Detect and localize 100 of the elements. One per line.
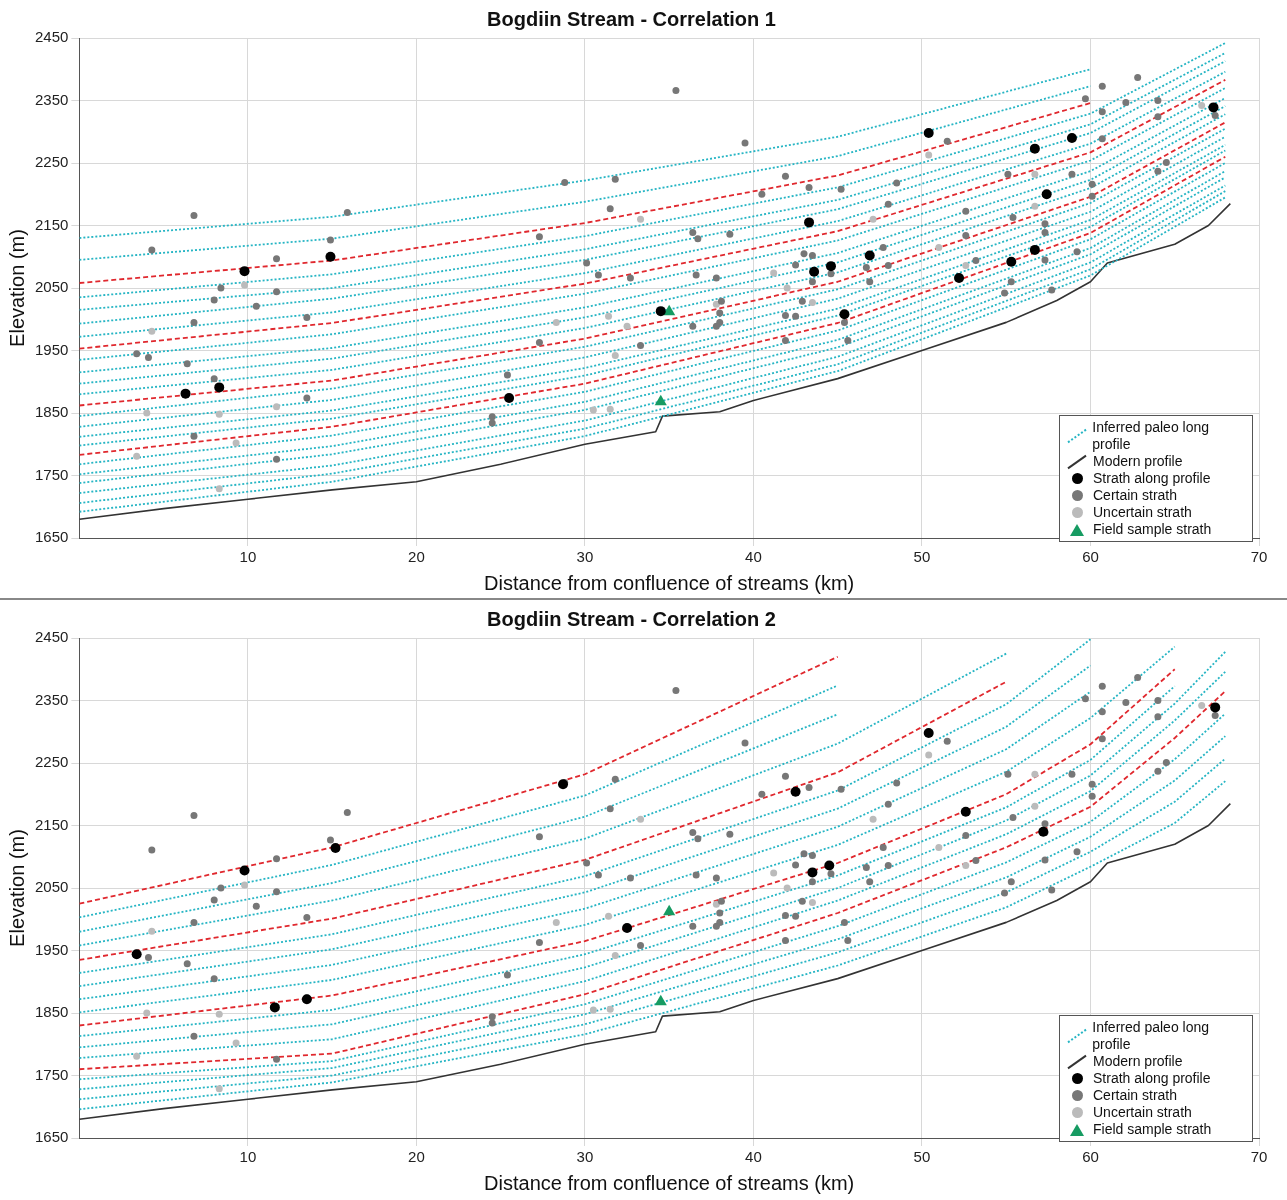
y-tick-label: 2250 <box>34 753 69 771</box>
point <box>214 382 225 393</box>
point <box>180 388 191 399</box>
point <box>1031 770 1039 778</box>
legend-label: Modern profile <box>1093 1053 1183 1070</box>
point <box>864 250 875 261</box>
point <box>808 298 816 306</box>
x-tick-label: 60 <box>1082 548 1099 566</box>
line-series <box>79 684 839 919</box>
point <box>241 281 249 289</box>
point <box>783 284 791 292</box>
point <box>808 898 816 906</box>
point <box>637 215 645 223</box>
legend-label: Uncertain strath <box>1093 1104 1192 1121</box>
y-tick-label: 1850 <box>34 1003 69 1021</box>
point <box>783 884 791 892</box>
point <box>1031 170 1039 178</box>
line-series <box>79 655 839 905</box>
y-tick-label: 2050 <box>34 278 69 296</box>
y-tick-label: 1850 <box>34 403 69 421</box>
x-tick-label: 50 <box>913 548 931 566</box>
y-tick-label: 2250 <box>34 153 69 171</box>
y-tick-label: 1950 <box>34 940 69 958</box>
point <box>558 779 569 790</box>
legend-label: Inferred paleo long profile <box>1092 1019 1211 1053</box>
point <box>606 1005 614 1013</box>
x-tick-label: 40 <box>745 1148 762 1166</box>
point <box>1208 102 1219 113</box>
legend-label: Field sample strath <box>1093 1121 1212 1138</box>
x-tick-label: 40 <box>745 548 762 566</box>
point <box>770 269 778 277</box>
point <box>215 485 223 493</box>
legend-label: Strath along profile <box>1093 1070 1211 1087</box>
point <box>925 151 933 159</box>
y-tick-label: 2350 <box>34 690 69 708</box>
y-tick-label: 1750 <box>34 1065 69 1083</box>
point <box>215 1085 223 1093</box>
y-axis-title: Elevation (m) <box>5 229 28 347</box>
y-tick-label: 1650 <box>34 1128 69 1146</box>
line-series <box>79 85 1092 261</box>
y-tick-label: 2450 <box>34 28 69 46</box>
point <box>935 243 943 251</box>
point <box>1029 244 1040 255</box>
point <box>637 815 645 823</box>
point <box>1198 702 1206 709</box>
x-tick-label: 30 <box>576 1148 594 1166</box>
point <box>1029 143 1040 154</box>
point <box>923 128 934 138</box>
point <box>232 1039 240 1047</box>
point <box>1031 202 1039 210</box>
legend-label: Modern profile <box>1093 453 1183 470</box>
x-tick-label: 10 <box>239 1148 257 1166</box>
point <box>712 900 720 908</box>
point <box>143 409 151 417</box>
point <box>960 806 971 817</box>
point <box>133 452 141 460</box>
point <box>824 860 835 871</box>
chart-title: Bogdiin Stream - Correlation 2 <box>487 607 776 630</box>
point <box>589 406 597 414</box>
point <box>935 843 943 851</box>
point <box>663 904 676 916</box>
point <box>1031 802 1039 810</box>
legend-label: Strath along profile <box>1093 470 1211 487</box>
point <box>143 1009 151 1017</box>
point <box>606 405 614 413</box>
point <box>239 266 250 277</box>
point <box>954 273 965 283</box>
point <box>215 410 223 418</box>
point <box>611 952 619 959</box>
point <box>131 949 142 960</box>
y-tick-label: 2050 <box>34 878 69 896</box>
point <box>654 994 667 1006</box>
point <box>804 217 815 228</box>
point <box>712 300 720 308</box>
point <box>273 403 281 411</box>
y-tick-label: 2450 <box>34 628 69 646</box>
point <box>148 927 156 935</box>
legend-label: Uncertain strath <box>1093 504 1192 521</box>
x-tick-label: 30 <box>576 548 594 566</box>
y-tick-label: 2350 <box>34 90 69 108</box>
y-tick-label: 1650 <box>34 528 69 546</box>
point <box>269 1002 280 1013</box>
point <box>770 869 778 877</box>
point <box>655 306 666 317</box>
x-tick-label: 50 <box>913 1148 931 1166</box>
point <box>654 394 667 406</box>
point <box>1066 133 1077 143</box>
point <box>1006 256 1017 267</box>
point <box>923 728 934 738</box>
point <box>325 251 336 262</box>
point <box>809 266 820 277</box>
point <box>1210 702 1221 713</box>
point <box>552 318 560 326</box>
y-axis-title: Elevation (m) <box>5 829 28 947</box>
point <box>925 751 933 759</box>
point <box>663 304 676 316</box>
point <box>504 393 515 403</box>
point <box>807 867 818 878</box>
x-tick-label: 20 <box>408 1148 425 1166</box>
point <box>241 881 249 889</box>
